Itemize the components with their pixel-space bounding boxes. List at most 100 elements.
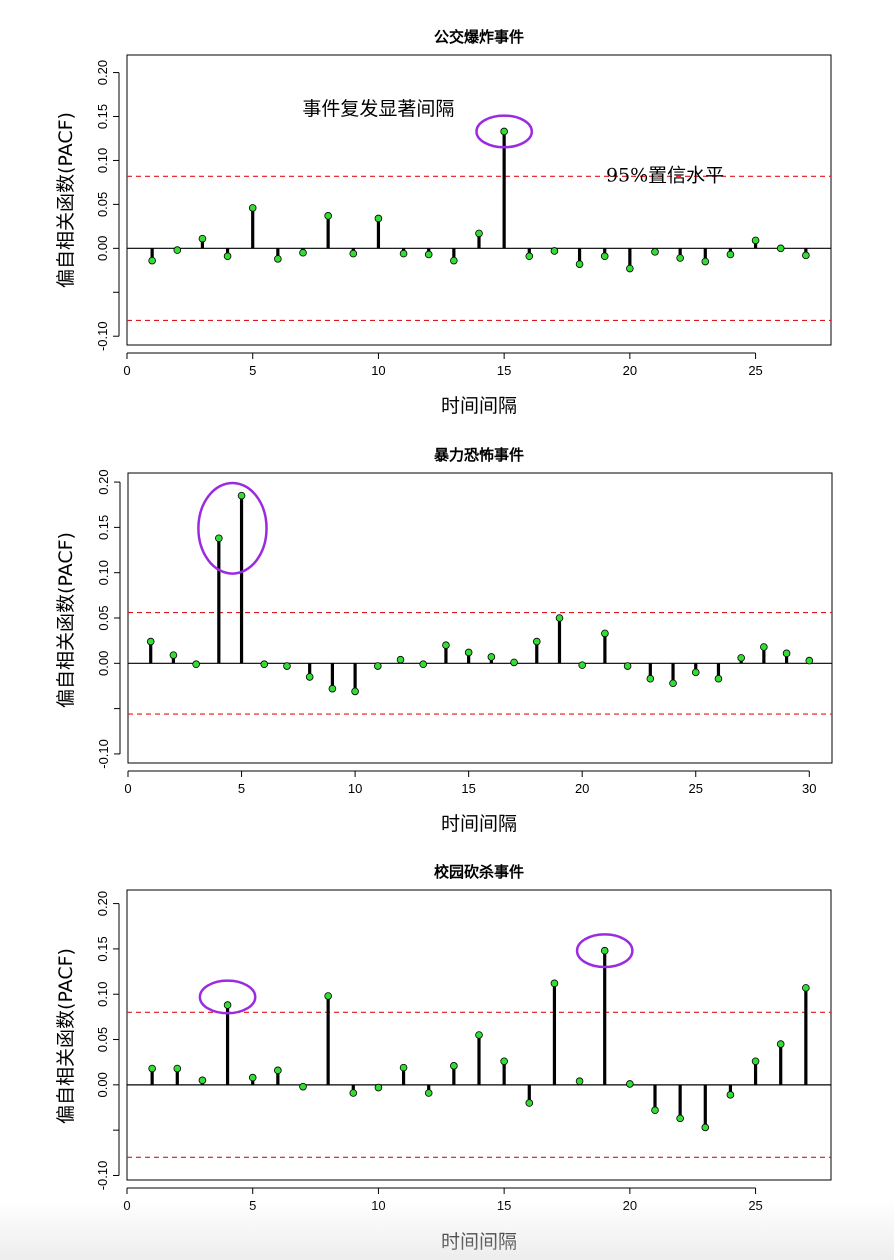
x-tick-label: 15 (461, 781, 475, 796)
data-point (701, 257, 710, 266)
x-tick-label: 10 (371, 363, 385, 378)
y-tick-label: 0.10 (95, 982, 110, 1007)
data-point (260, 660, 269, 669)
data-point (751, 1057, 760, 1066)
y-tick-label: 0.20 (95, 891, 110, 916)
data-point (714, 674, 723, 683)
x-tick-label: 15 (497, 363, 511, 378)
data-point (550, 979, 559, 988)
plot-frame (126, 54, 832, 346)
y-tick-label: 0.15 (95, 936, 110, 961)
data-point (651, 1106, 659, 1115)
x-tick-label: 0 (123, 1198, 130, 1213)
highlight-ellipse (575, 933, 634, 969)
x-tick-label: 5 (249, 363, 256, 378)
data-point (626, 264, 634, 273)
data-point (248, 204, 257, 212)
data-point (676, 254, 684, 262)
data-point (169, 651, 178, 659)
x-tick-label: 15 (497, 1198, 511, 1213)
data-point (173, 1064, 182, 1073)
data-point (237, 491, 246, 500)
data-point (802, 984, 810, 992)
highlight-ellipse (197, 481, 268, 575)
data-point (776, 1040, 785, 1048)
data-point (776, 244, 785, 253)
data-point (324, 212, 332, 220)
data-point (525, 1099, 534, 1107)
data-point (374, 662, 382, 670)
data-point (351, 687, 359, 696)
plot-frame (127, 472, 833, 764)
data-point (328, 684, 337, 693)
chart-title: 暴力恐怖事件 (434, 446, 524, 464)
data-point (146, 637, 155, 646)
data-point (651, 248, 659, 256)
data-point (475, 1031, 483, 1039)
data-point (450, 1062, 458, 1070)
data-point (646, 674, 655, 683)
data-point (349, 1089, 358, 1097)
data-point (805, 656, 814, 665)
y-axis-label: 偏自相关函数(PACF) (55, 112, 77, 288)
y-tick-label: 0.10 (95, 148, 110, 173)
panel-campus-stabbing: 校园砍杀事件 偏自相关函数(PACF) 时间间隔 0 5 10 15 20 25 -0.10… (55, 863, 832, 1253)
data-point (550, 247, 559, 255)
data-point (626, 1080, 634, 1088)
data-point (419, 660, 428, 669)
data-point (223, 1001, 232, 1009)
data-point (578, 661, 586, 669)
y-tick-label: 0.00 (96, 651, 111, 676)
data-point (299, 248, 307, 257)
panel-bus-explosion: 公交爆炸事件 偏自相关函数(PACF) 时间间隔 0 5 10 15 20 25 -0.10… (55, 28, 832, 417)
data-point (475, 229, 483, 238)
x-tick-label: 0 (123, 363, 130, 378)
data-point (248, 1073, 257, 1082)
x-tick-label: 25 (689, 781, 703, 796)
y-tick-label: 0.05 (95, 192, 110, 217)
x-tick-label: 10 (348, 781, 362, 796)
data-point (802, 251, 810, 260)
data-point (198, 1076, 207, 1085)
data-point (324, 992, 332, 1000)
data-point (424, 1089, 433, 1097)
y-tick-label: 0.15 (95, 104, 110, 129)
plot-area: 0 5 10 15 20 25 -0.10 0.00 0.05 0.10 0.15 0.20 事件复发显… (95, 54, 832, 378)
chart-title: 公交爆炸事件 (434, 28, 524, 46)
chart-title: 校园砍杀事件 (434, 863, 524, 881)
data-point (374, 214, 383, 223)
data-point (575, 260, 584, 268)
data-point (623, 662, 632, 670)
x-axis-label: 时间间隔 (441, 1231, 517, 1253)
data-point (525, 252, 534, 261)
data-point (283, 662, 291, 670)
annotation-text: 95%置信水平 (606, 165, 724, 187)
x-tick-label: 25 (748, 1198, 762, 1213)
x-tick-label: 0 (124, 781, 131, 796)
y-tick-label: 0.00 (95, 1072, 110, 1097)
data-point (726, 1091, 735, 1099)
data-point (223, 252, 232, 261)
y-axis-label: 偏自相关函数(PACF) (55, 948, 77, 1124)
data-point (374, 1083, 383, 1092)
data-point (464, 648, 473, 657)
data-point (751, 236, 760, 245)
data-point (487, 653, 496, 661)
data-point (305, 673, 314, 681)
x-tick-label: 20 (623, 363, 637, 378)
y-tick-label: 0.20 (95, 60, 110, 85)
data-point (575, 1077, 584, 1086)
data-point (274, 1066, 282, 1075)
x-tick-label: 30 (802, 781, 816, 796)
data-point (399, 249, 408, 258)
y-tick-label: 0.05 (96, 605, 111, 630)
data-point (782, 649, 791, 658)
y-tick-label: 0.10 (96, 560, 111, 585)
data-point (442, 641, 450, 649)
data-point (669, 679, 677, 688)
data-point (274, 255, 282, 263)
x-tick-label: 5 (249, 1198, 256, 1213)
x-axis-label: 时间间隔 (441, 395, 517, 417)
data-point (691, 668, 700, 677)
